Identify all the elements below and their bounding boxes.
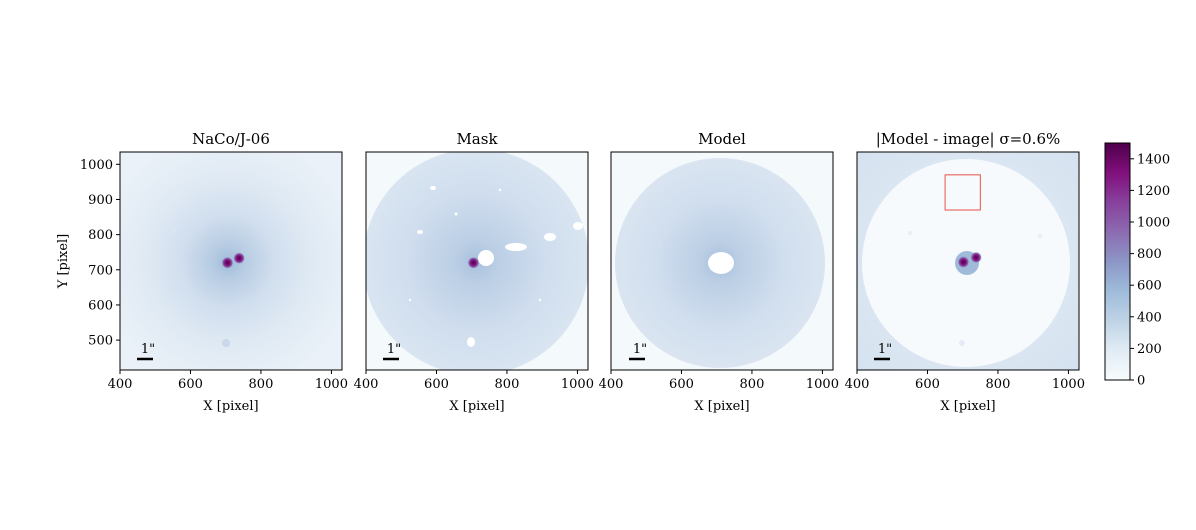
colorbar-gradient: [1105, 143, 1130, 380]
masked-region: [505, 243, 527, 251]
axes-frame: [365, 151, 589, 371]
scale-bar-label: 1": [141, 342, 155, 357]
y-tick-label: 900: [88, 193, 113, 208]
y-axis-label: Y [pixel]: [56, 234, 71, 290]
scale-bar: 1": [137, 342, 155, 361]
masked-region: [454, 212, 458, 216]
scale-bar-label: 1": [387, 342, 401, 357]
scale-bar-label: 1": [878, 342, 892, 357]
masked-region: [430, 186, 436, 190]
x-axis-label: X [pixel]: [203, 399, 258, 414]
scale-bar: 1": [629, 342, 647, 361]
point-source: [221, 256, 234, 269]
colorbar-tick-label: 0: [1137, 374, 1145, 389]
y-tick-label: 1000: [80, 158, 113, 173]
x-tick-label: 800: [495, 377, 520, 392]
axes-frame: [610, 151, 834, 371]
y-tick-label: 700: [88, 263, 113, 278]
x-tick-label: 1000: [806, 377, 839, 392]
colorbar-tick-label: 1000: [1137, 216, 1170, 231]
faint-residual: [908, 231, 912, 235]
colorbar-tick-label: 1200: [1137, 184, 1170, 199]
y-tick-label: 500: [88, 334, 113, 349]
annotation-box: [944, 174, 981, 211]
colorbar-tick-label: 400: [1137, 310, 1162, 325]
x-tick-label: 1000: [1052, 377, 1085, 392]
colorbar-tick-label: 600: [1137, 279, 1162, 294]
colorbar: 0 200 400 600 800 1000 1200 1400: [1104, 142, 1170, 389]
panel-residual: |Model - image| σ=0.6% 400 600 800 1000 1" …: [845, 130, 1085, 414]
panel-model: Model 400 600 800 1000 1" X [pixel]: [599, 130, 839, 414]
x-axis-label: X [pixel]: [449, 399, 504, 414]
x-tick-label: 800: [249, 377, 274, 392]
x-tick-label: 400: [108, 377, 133, 392]
masked-region: [544, 233, 556, 241]
x-tick-label: 1000: [315, 377, 348, 392]
faint-source: [222, 339, 230, 347]
point-source: [467, 256, 480, 269]
point-source: [957, 256, 970, 268]
masked-region: [538, 298, 542, 302]
panel-mask: Mask 400 600 800 1000 1" X [pixel]: [354, 130, 594, 414]
masked-region: [498, 188, 502, 192]
faint-residual: [959, 340, 965, 346]
scale-bar: 1": [874, 342, 892, 361]
y-tick-label: 600: [88, 298, 113, 313]
x-tick-label: 800: [740, 377, 765, 392]
x-axis-label: X [pixel]: [940, 399, 995, 414]
masked-region: [573, 222, 583, 230]
colorbar-tick-label: 200: [1137, 342, 1162, 357]
x-tick-label: 600: [915, 377, 940, 392]
x-tick-label: 800: [986, 377, 1011, 392]
x-tick-label: 600: [669, 377, 694, 392]
masked-region: [467, 337, 475, 347]
scale-bar: 1": [383, 342, 401, 361]
x-tick-label: 1000: [561, 377, 594, 392]
colorbar-tick-label: 800: [1137, 247, 1162, 262]
colorbar-frame: [1104, 142, 1131, 381]
colorbar-tick-label: 1400: [1137, 152, 1170, 167]
x-tick-label: 400: [845, 377, 870, 392]
faint-source: [170, 227, 176, 233]
faint-residual: [1038, 234, 1042, 238]
point-source: [970, 251, 982, 264]
point-source: [233, 252, 245, 265]
masked-region: [417, 230, 423, 234]
masked-region: [478, 250, 494, 266]
panel-title: |Model - image| σ=0.6%: [876, 130, 1061, 148]
axes-frame: [119, 151, 343, 371]
panel-title: Mask: [456, 130, 498, 148]
x-axis-label: X [pixel]: [694, 399, 749, 414]
masked-region: [408, 298, 412, 302]
panel-title: Model: [698, 130, 746, 148]
y-tick-label: 800: [88, 228, 113, 243]
x-tick-label: 400: [599, 377, 624, 392]
x-tick-label: 600: [424, 377, 449, 392]
x-tick-label: 600: [178, 377, 203, 392]
panel-naco: NaCo/J-06 400 600 800 1000 500 600 700 800 900 1…: [56, 130, 348, 414]
model-central-mask: [708, 252, 734, 274]
x-tick-label: 400: [354, 377, 379, 392]
scale-bar-label: 1": [633, 342, 647, 357]
axes-frame: [856, 151, 1080, 371]
panel-title: NaCo/J-06: [192, 130, 270, 148]
